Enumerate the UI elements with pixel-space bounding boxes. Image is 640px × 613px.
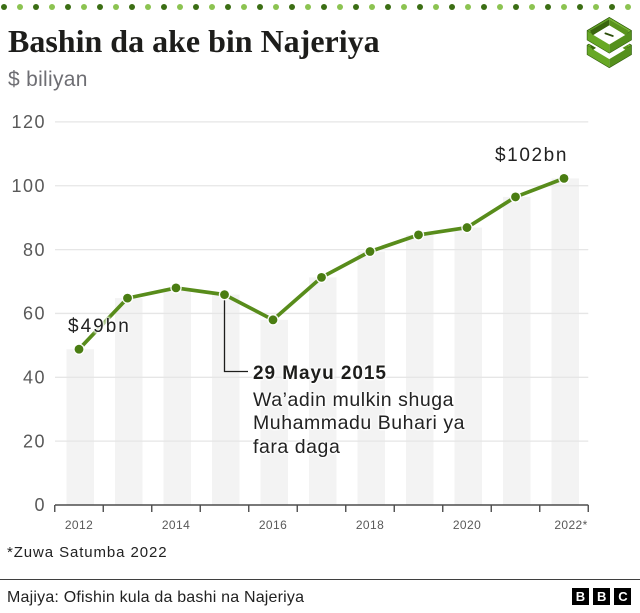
svg-text:80: 80 [23, 240, 46, 260]
svg-text:0: 0 [34, 495, 46, 515]
svg-text:2016: 2016 [259, 518, 287, 532]
svg-text:60: 60 [23, 304, 46, 324]
svg-text:2018: 2018 [356, 518, 384, 532]
svg-text:100: 100 [11, 176, 46, 196]
svg-text:120: 120 [11, 112, 46, 132]
svg-text:2020: 2020 [453, 518, 481, 532]
svg-text:20: 20 [23, 431, 46, 451]
svg-text:2022*: 2022* [554, 518, 587, 532]
svg-text:2012: 2012 [65, 518, 93, 532]
svg-text:2014: 2014 [162, 518, 190, 532]
svg-text:40: 40 [23, 368, 46, 388]
